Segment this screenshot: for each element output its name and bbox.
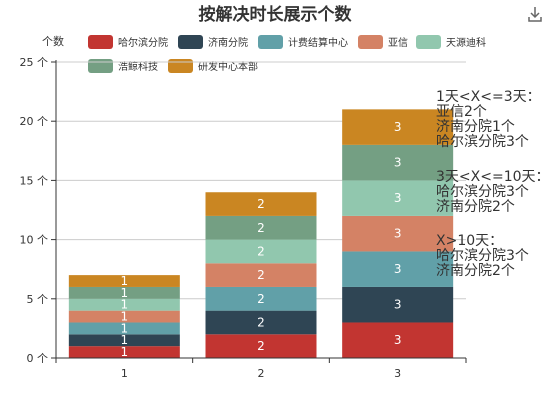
bar-value-label: 1: [121, 298, 129, 312]
legend-item[interactable]: 天源迪科: [416, 35, 486, 49]
annotation-line: 济南分院2个: [436, 199, 515, 215]
legend-item[interactable]: 哈尔滨分院: [88, 35, 168, 49]
annotation-line: 1天<X<=3天：: [436, 89, 541, 105]
annotation-line: 亚信2个: [436, 104, 487, 120]
legend-swatch: [258, 35, 283, 49]
x-tick-label: 2: [258, 367, 265, 380]
legend-label: 天源迪科: [446, 36, 486, 49]
bar-value-label: 2: [257, 244, 265, 258]
bar-segment: [342, 322, 454, 358]
legend-swatch: [358, 35, 383, 49]
legend-label: 济南分院: [208, 36, 248, 49]
annotation-line: 济南分院2个: [436, 263, 515, 279]
legend-label: 哈尔滨分院: [118, 36, 168, 49]
bar-value-label: 1: [121, 321, 129, 335]
bar-segment: [342, 180, 454, 216]
bar-value-label: 1: [121, 286, 129, 300]
bar-value-label: 3: [394, 156, 402, 170]
bar-value-label: 1: [121, 345, 129, 359]
bar-segment: [68, 310, 180, 323]
legend-swatch: [88, 35, 113, 49]
bar-value-label: 2: [257, 315, 265, 329]
bar-value-label: 3: [394, 333, 402, 347]
y-tick-label: 15 个: [20, 174, 49, 187]
legend-item[interactable]: 计费结算中心: [258, 35, 348, 49]
bar-segment: [68, 322, 180, 335]
bar-segment: [342, 109, 454, 145]
legend-item[interactable]: 研发中心本部: [168, 59, 258, 73]
annotation-line: 3天<X<=10天：: [436, 169, 550, 185]
bar-value-label: 3: [394, 298, 402, 312]
annotation-line: 济南分院1个: [436, 119, 515, 135]
chart-title: 按解决时长展示个数: [199, 4, 353, 25]
legend-item[interactable]: 亚信: [358, 35, 408, 49]
y-axis-label: 个数: [42, 35, 64, 48]
bar-value-label: 2: [257, 292, 265, 306]
y-tick-label: 0 个: [27, 352, 49, 365]
bar-value-label: 3: [394, 120, 402, 134]
bar-segment: [68, 346, 180, 358]
legend-label: 浩鲸科技: [118, 60, 158, 73]
y-tick-label: 25 个: [20, 56, 49, 69]
download-button[interactable]: [528, 7, 542, 22]
legend-item[interactable]: 济南分院: [178, 35, 248, 49]
bar-value-label: 3: [394, 191, 402, 205]
bar-segment: [205, 263, 317, 287]
y-tick-label: 5 个: [27, 293, 49, 306]
bar-segment: [205, 239, 317, 264]
bar-segment: [205, 215, 317, 240]
bar-value-label: 1: [121, 333, 129, 347]
legend-item[interactable]: 浩鲸科技: [88, 59, 158, 73]
bar-segment: [342, 286, 454, 323]
legend-swatch: [416, 35, 441, 49]
bar-value-label: 2: [257, 339, 265, 353]
legend-swatch: [178, 35, 203, 49]
bar-value-label: 3: [394, 262, 402, 276]
annotation-line: 哈尔滨分院3个: [436, 184, 529, 200]
legend-swatch: [88, 59, 113, 73]
legend-swatch: [168, 59, 193, 73]
bar-value-label: 2: [257, 268, 265, 282]
y-tick-label: 10 个: [20, 234, 49, 247]
annotations: 1天<X<=3天：亚信2个济南分院1个哈尔滨分院3个3天<X<=10天：哈尔滨分…: [436, 89, 550, 279]
bar-segment: [68, 334, 180, 347]
bar-segment: [205, 334, 317, 358]
bar-segment: [205, 310, 317, 335]
bar-segment: [205, 192, 317, 216]
bar-segment: [68, 298, 180, 311]
bar-segment: [342, 144, 454, 181]
bar-value-label: 2: [257, 221, 265, 235]
legend-label: 计费结算中心: [288, 36, 348, 49]
bar-segment: [342, 215, 454, 252]
annotation-line: X>10天：: [436, 233, 503, 249]
annotation-line: 哈尔滨分院3个: [436, 134, 529, 150]
bar-value-label: 3: [394, 227, 402, 241]
x-axis-ticks: 1 2 3: [55, 358, 467, 380]
bar-segment: [68, 286, 180, 299]
bar-segment: [68, 275, 180, 287]
download-icon: [528, 7, 542, 22]
bar-value-label: 1: [121, 274, 129, 288]
annotation-line: 哈尔滨分院3个: [436, 248, 529, 264]
legend-label: 亚信: [388, 37, 408, 49]
x-tick-label: 3: [394, 367, 401, 380]
bar-segment: [205, 286, 317, 311]
axes: [55, 60, 466, 359]
bar-value-label: 1: [121, 310, 129, 324]
y-tick-label: 20 个: [20, 115, 49, 128]
bar-value-label: 2: [257, 197, 265, 211]
x-tick-label: 1: [121, 367, 128, 380]
legend-label: 研发中心本部: [198, 60, 258, 73]
bar-segment: [342, 251, 454, 287]
y-axis-ticks: 0 个 5 个 10 个 15 个 20 个 25 个: [20, 56, 56, 365]
